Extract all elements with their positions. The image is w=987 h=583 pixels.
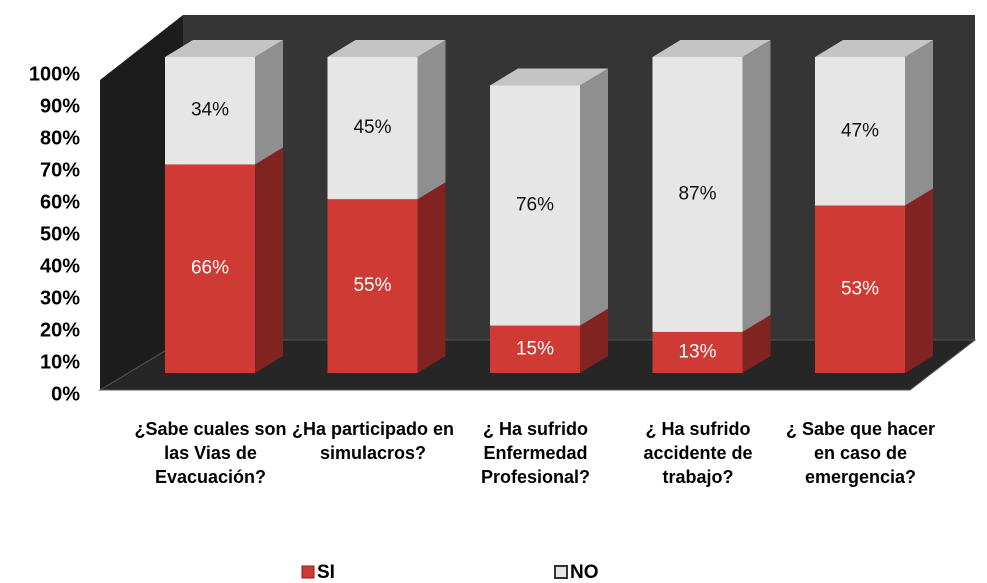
side-wall bbox=[100, 15, 183, 390]
y-tick-label: 70% bbox=[40, 159, 80, 181]
value-label: 87% bbox=[678, 183, 716, 204]
value-label: 47% bbox=[841, 120, 879, 141]
bar bbox=[165, 57, 255, 165]
value-label: 45% bbox=[353, 117, 391, 138]
y-tick-label: 60% bbox=[40, 191, 80, 213]
bar-top bbox=[490, 68, 608, 86]
bar-top bbox=[165, 40, 283, 57]
bar-side bbox=[255, 147, 283, 373]
bar-side bbox=[742, 314, 771, 373]
bar bbox=[815, 205, 905, 373]
bar-side bbox=[417, 40, 446, 200]
y-tick-label: 100% bbox=[29, 63, 80, 85]
bar bbox=[490, 325, 580, 373]
y-tick-label: 50% bbox=[40, 223, 80, 245]
bar-top bbox=[815, 40, 933, 57]
y-tick-label: 90% bbox=[40, 95, 80, 117]
value-label: 76% bbox=[516, 195, 554, 216]
x-tick-label: ¿ Sabe que hacer en caso de emergencia? bbox=[785, 419, 936, 487]
value-label: 15% bbox=[516, 338, 554, 359]
bar-top bbox=[652, 40, 771, 57]
legend-swatch bbox=[554, 565, 568, 579]
y-tick-label: 40% bbox=[40, 255, 80, 277]
bar bbox=[652, 331, 743, 373]
x-tick-label: ¿ Ha sufrido accidente de trabajo? bbox=[643, 419, 753, 487]
value-label: 55% bbox=[353, 275, 391, 296]
bar-top bbox=[327, 40, 446, 57]
bar-side bbox=[905, 188, 933, 373]
bar-side bbox=[742, 40, 771, 332]
y-tick-label: 10% bbox=[40, 351, 80, 373]
bar-side bbox=[580, 308, 608, 373]
bar-side bbox=[905, 40, 933, 206]
legend-label: SI bbox=[317, 562, 335, 583]
y-tick-label: 80% bbox=[40, 127, 80, 149]
bar bbox=[490, 85, 580, 326]
y-tick-label: 20% bbox=[40, 319, 80, 341]
bar bbox=[327, 57, 418, 200]
bar bbox=[652, 57, 743, 332]
value-label: 13% bbox=[678, 341, 716, 362]
x-tick-label: ¿Ha participado en simulacros? bbox=[291, 419, 455, 463]
x-tick-label: ¿Sabe cuales son las Vias de Evacuación? bbox=[134, 419, 287, 487]
y-tick-label: 0% bbox=[51, 383, 80, 405]
value-label: 66% bbox=[191, 258, 229, 279]
value-label: 34% bbox=[191, 100, 229, 121]
legend-swatch bbox=[301, 565, 315, 579]
value-label: 53% bbox=[841, 278, 879, 299]
y-tick-label: 30% bbox=[40, 287, 80, 309]
bar-side bbox=[417, 182, 446, 373]
bar bbox=[327, 199, 418, 373]
bar bbox=[815, 57, 905, 206]
bar bbox=[165, 164, 255, 373]
bar-side bbox=[580, 68, 608, 326]
legend-label: NO bbox=[570, 562, 599, 583]
x-tick-label: ¿ Ha sufrido Enfermedad Profesional? bbox=[480, 419, 591, 487]
bar-side bbox=[255, 40, 283, 165]
